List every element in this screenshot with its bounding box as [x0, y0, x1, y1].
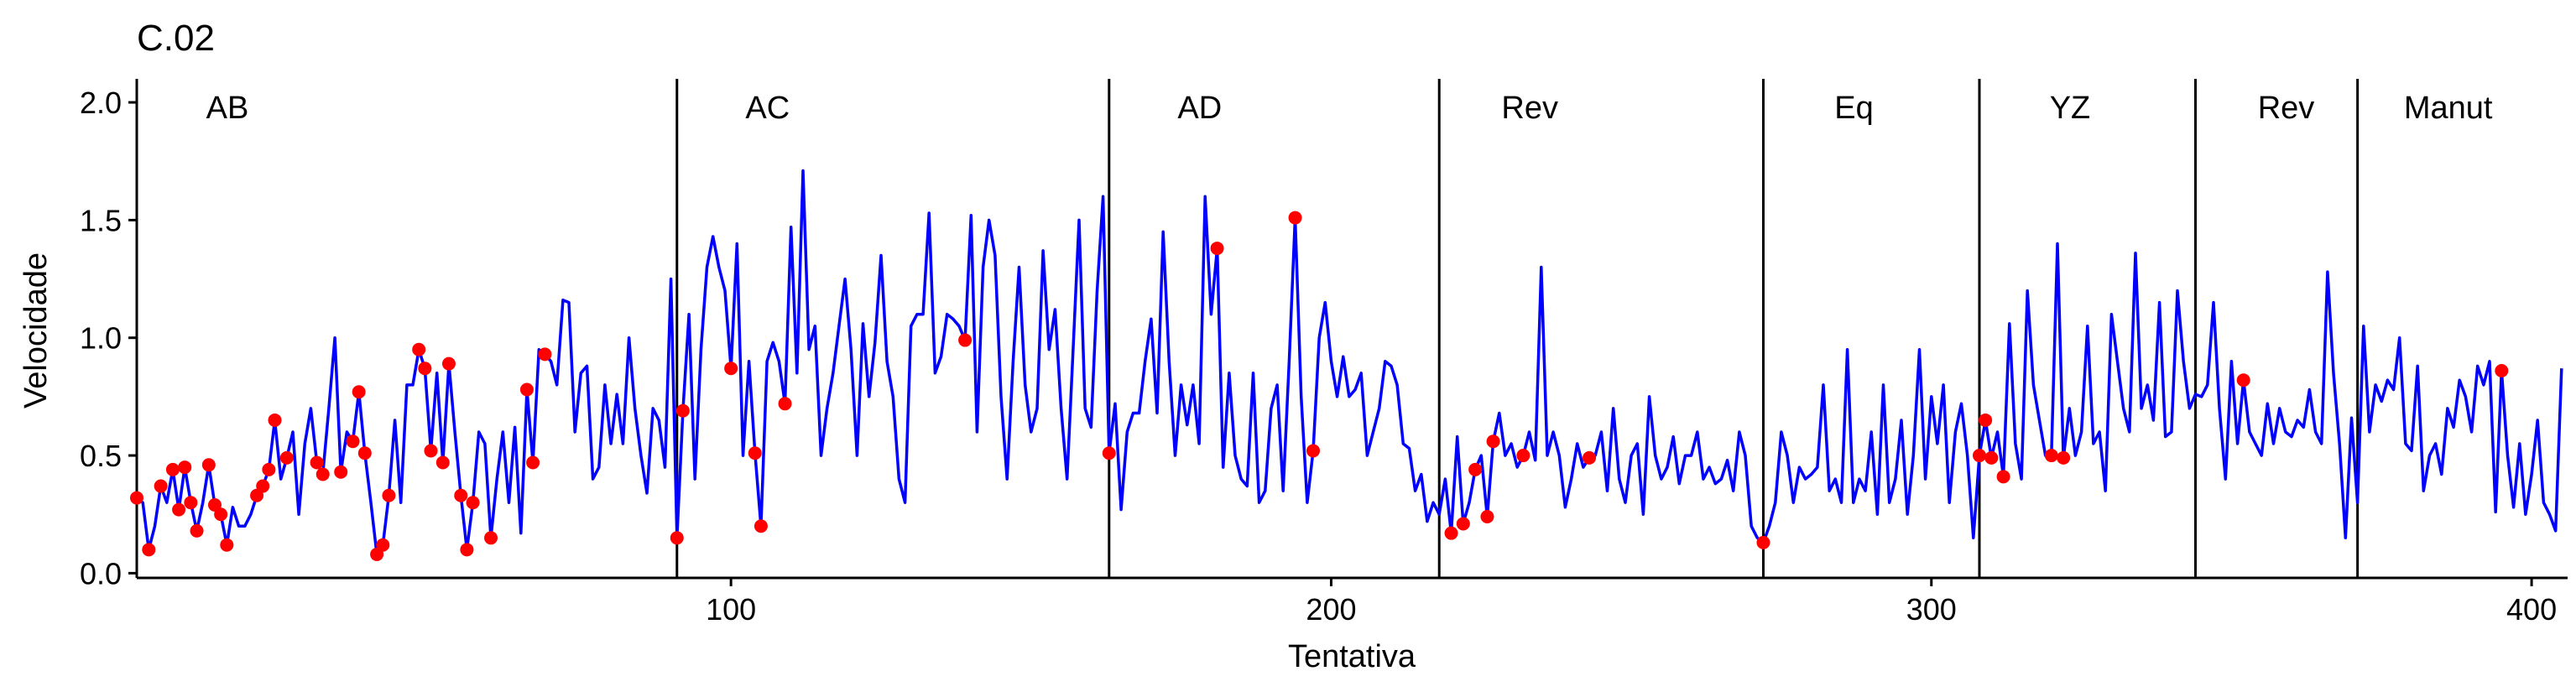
- highlight-point: [1756, 535, 1770, 549]
- phase-label: Eq: [1834, 91, 1873, 126]
- highlight-point: [165, 462, 180, 476]
- highlight-point: [352, 385, 366, 399]
- highlight-point: [382, 488, 396, 502]
- highlight-point: [1979, 413, 1993, 427]
- highlight-point: [412, 342, 426, 356]
- x-tick-label: 100: [706, 592, 756, 627]
- highlight-point: [184, 496, 198, 510]
- highlight-point: [2044, 449, 2058, 463]
- highlight-point: [748, 446, 762, 460]
- highlight-point: [519, 382, 534, 397]
- highlight-point: [424, 444, 438, 458]
- highlight-point: [1306, 444, 1321, 458]
- x-tick-label: 400: [2506, 592, 2557, 627]
- highlight-point: [310, 455, 324, 470]
- highlight-point: [1456, 517, 1470, 531]
- highlight-point: [454, 488, 468, 502]
- highlight-point: [154, 479, 168, 493]
- highlight-point: [268, 413, 282, 427]
- highlight-point: [279, 450, 294, 465]
- y-tick-label: 0.5: [80, 439, 122, 473]
- x-tick-label: 200: [1306, 592, 1356, 627]
- highlight-point: [190, 523, 204, 538]
- highlight-point: [778, 397, 792, 411]
- highlight-point: [178, 460, 192, 475]
- highlight-point: [526, 455, 540, 470]
- highlight-point: [418, 362, 432, 376]
- highlight-point: [315, 467, 330, 481]
- highlight-point: [346, 434, 360, 449]
- highlight-point: [670, 531, 684, 545]
- highlight-point: [435, 455, 450, 470]
- y-tick-label: 2.0: [80, 86, 122, 120]
- highlight-point: [724, 362, 738, 376]
- y-axis-title: Velocidade: [18, 252, 54, 408]
- x-axis-title: Tentativa: [1288, 639, 1416, 674]
- highlight-point: [460, 543, 474, 557]
- highlight-point: [2236, 373, 2250, 388]
- phase-label: Rev: [2258, 91, 2315, 126]
- chart-title: C.02: [137, 18, 215, 59]
- highlight-point: [1486, 434, 1500, 449]
- highlight-point: [1972, 449, 1986, 463]
- highlight-point: [201, 458, 216, 472]
- highlight-point: [538, 347, 552, 362]
- highlight-point: [1444, 526, 1458, 540]
- x-tick-label: 300: [1906, 592, 1957, 627]
- highlight-point: [2495, 364, 2509, 378]
- highlight-point: [130, 491, 143, 505]
- phase-label: AD: [1177, 91, 1222, 126]
- phase-label: AB: [206, 91, 249, 126]
- highlight-point: [441, 356, 456, 371]
- highlight-point: [262, 462, 276, 476]
- highlight-point: [675, 403, 690, 418]
- highlight-point: [142, 543, 156, 557]
- highlight-point: [334, 465, 348, 479]
- highlight-point: [214, 507, 228, 522]
- highlight-point: [1102, 446, 1116, 460]
- highlight-point: [1288, 211, 1302, 225]
- y-tick-label: 0.0: [80, 556, 122, 590]
- highlight-point: [172, 502, 186, 517]
- highlight-point: [1583, 450, 1597, 465]
- highlight-point: [466, 496, 480, 510]
- highlight-point: [1480, 510, 1494, 524]
- phase-label: Manut: [2404, 91, 2493, 126]
- highlight-point: [1984, 450, 1999, 465]
- phase-label: Rev: [1501, 91, 1558, 126]
- phase-label: AC: [745, 91, 790, 126]
- highlight-point: [1516, 449, 1530, 463]
- highlight-point: [484, 531, 498, 545]
- phase-label: YZ: [2050, 91, 2091, 126]
- highlight-point: [1468, 462, 1483, 476]
- highlight-point: [357, 446, 372, 460]
- highlight-point: [2057, 450, 2071, 465]
- data-line: [135, 169, 2563, 556]
- highlight-point: [958, 333, 973, 347]
- highlight-point: [754, 519, 768, 533]
- highlight-point: [1996, 470, 2010, 484]
- highlight-point: [256, 479, 270, 493]
- highlight-point: [376, 538, 390, 552]
- highlight-point: [220, 538, 234, 552]
- y-tick-label: 1.5: [80, 203, 122, 237]
- highlight-point: [1210, 242, 1224, 256]
- y-tick-label: 1.0: [80, 321, 122, 356]
